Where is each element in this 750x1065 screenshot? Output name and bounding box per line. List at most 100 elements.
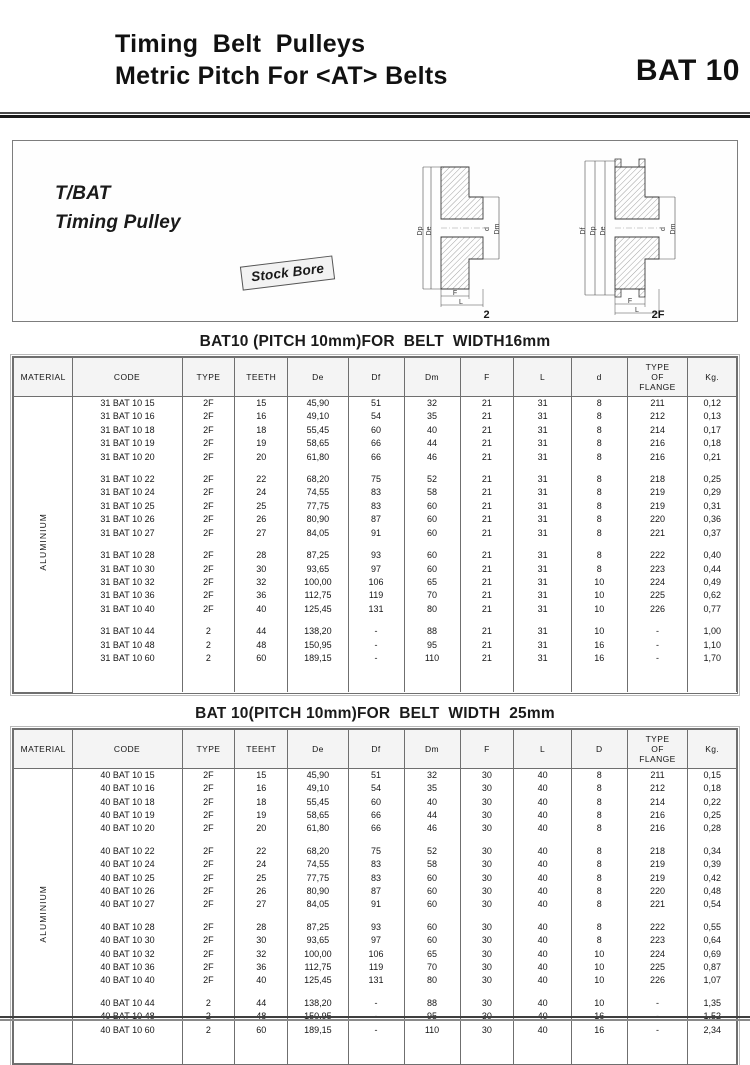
cell-df: 66 xyxy=(347,822,405,836)
spacer-cell xyxy=(234,987,289,997)
cell-l: 40 xyxy=(513,871,572,885)
spacer-cell xyxy=(234,835,289,845)
cell-f: 30 xyxy=(459,961,515,975)
spacer-cell xyxy=(347,464,405,474)
cell-type: 2F xyxy=(181,602,236,617)
cell-d: 10 xyxy=(570,961,628,975)
cell-dm: 52 xyxy=(403,844,461,859)
cell-l: 31 xyxy=(513,423,572,438)
cell-de: 138,20 xyxy=(287,625,349,639)
cell-de: 189,15 xyxy=(287,651,349,666)
cell-type: 2F xyxy=(181,934,236,948)
cell-df: - xyxy=(347,1023,405,1038)
cell-teeth: 28 xyxy=(234,549,289,563)
cell-type: 2F xyxy=(181,396,236,411)
spec-table-16mm: MATERIAL CODE TYPE TEETH De Df Dm F L d … xyxy=(12,356,737,693)
cell-de: 74,55 xyxy=(287,486,349,500)
cell-type-of-flange: 211 xyxy=(626,768,689,783)
cell-code: 31 BAT 10 27 xyxy=(72,526,183,541)
cell-type: 2F xyxy=(181,513,236,527)
cell-l: 31 xyxy=(513,410,572,424)
table-row: 31 BAT 10 40 2F 40 125,45 131 80 21 31 10 226 0,77 xyxy=(14,602,737,617)
page-title: Timing Belt Pulleys Metric Pitch For <AT… xyxy=(115,28,448,92)
cell-dm: 40 xyxy=(403,795,461,809)
spacer-cell xyxy=(459,911,515,921)
col-f: F xyxy=(459,728,515,769)
pad-cell xyxy=(570,665,628,679)
pad-cell xyxy=(513,1050,572,1064)
cell-de: 112,75 xyxy=(287,961,349,975)
cell-teeth: 20 xyxy=(234,450,289,465)
cell-de: 77,75 xyxy=(287,499,349,514)
cell-type-of-flange: - xyxy=(626,625,689,639)
cell-l: 40 xyxy=(513,808,572,823)
table-2-header-row: MATERIAL CODE TYPE TEEHT De Df Dm F L D … xyxy=(12,728,737,769)
cell-f: 30 xyxy=(459,768,515,783)
cell-df: 106 xyxy=(347,947,405,961)
spacer-cell xyxy=(403,835,461,845)
cell-df: 66 xyxy=(347,808,405,823)
cell-dm: 60 xyxy=(403,549,461,563)
cell-kg: 0,31 xyxy=(687,499,737,514)
spacer-cell xyxy=(234,911,289,921)
cell-type: 2F xyxy=(181,423,236,438)
table-row: 31 BAT 10 48 2 48 150,95-95 21 31 16-1,10 xyxy=(14,638,737,652)
cell-d: 10 xyxy=(570,575,628,590)
spacer-cell xyxy=(403,911,461,921)
table-2-wrapper: MATERIAL CODE TYPE TEEHT De Df Dm F L D … xyxy=(10,725,740,1065)
cell-dm: 46 xyxy=(403,450,461,465)
spacer-cell xyxy=(72,464,183,474)
cell-kg: 0,40 xyxy=(687,549,737,563)
product-diagram-panel: T/BAT Timing Pulley Stock Bore Dp xyxy=(12,140,738,322)
col-type-of-flange: TYPE OF FLANGE xyxy=(626,356,689,398)
spacer-cell xyxy=(459,464,515,474)
cell-kg: 1,70 xyxy=(687,651,737,666)
cell-dm: 44 xyxy=(403,437,461,451)
cell-dm: 60 xyxy=(403,920,461,935)
cell-f: 30 xyxy=(459,795,515,809)
cell-kg: 0,36 xyxy=(687,513,737,527)
cell-d: 8 xyxy=(570,822,628,836)
cell-dm: 52 xyxy=(403,473,461,487)
cell-teeth: 26 xyxy=(234,513,289,527)
spacer-cell xyxy=(513,540,572,550)
cell-kg: 0,39 xyxy=(687,858,737,872)
col-teeth: TEEHT xyxy=(234,728,289,769)
cell-dm: 58 xyxy=(403,858,461,872)
col-f: F xyxy=(459,356,515,398)
cell-type: 2F xyxy=(181,822,236,836)
table-row: 40 BAT 10 16 2F 16 49,10 54 35 30 40 8 212 0,18 xyxy=(14,782,737,796)
cell-type-of-flange: 225 xyxy=(626,589,689,603)
cell-type: 2F xyxy=(181,526,236,541)
pad-cell xyxy=(403,1050,461,1064)
cell-d: 16 xyxy=(570,638,628,652)
cell-dm: 88 xyxy=(403,996,461,1011)
cell-de: 84,05 xyxy=(287,526,349,541)
cell-l: 31 xyxy=(513,526,572,541)
spacer-cell xyxy=(459,540,515,550)
table-row: 31 BAT 10 16 2F 16 49,10 54 35 21 31 8 212 0,13 xyxy=(14,410,737,424)
cell-de: 58,65 xyxy=(287,437,349,451)
cell-l: 31 xyxy=(513,562,572,576)
cell-de: 125,45 xyxy=(287,974,349,988)
cell-type: 2F xyxy=(181,795,236,809)
cell-code: 40 BAT 10 16 xyxy=(72,782,183,796)
col-d: d xyxy=(570,356,628,398)
cell-kg: 0,55 xyxy=(687,920,737,935)
cell-df: 83 xyxy=(347,486,405,500)
cell-d: 8 xyxy=(570,782,628,796)
table-row: 40 BAT 10 24 2F 24 74,55 83 58 30 40 8 219 0,39 xyxy=(14,858,737,872)
spacer-cell xyxy=(459,835,515,845)
cell-kg: 0,28 xyxy=(687,822,737,836)
cell-df: 119 xyxy=(347,589,405,603)
table-1-wrapper: MATERIAL CODE TYPE TEETH De Df Dm F L d … xyxy=(10,354,740,696)
cell-df: 97 xyxy=(347,562,405,576)
cell-dm: 40 xyxy=(403,423,461,438)
cell-kg: 0,34 xyxy=(687,844,737,859)
spacer-cell xyxy=(687,835,737,845)
cell-l: 31 xyxy=(513,473,572,487)
spacer-cell xyxy=(626,616,689,626)
pad-cell xyxy=(687,1037,737,1051)
cell-code: 40 BAT 10 36 xyxy=(72,961,183,975)
cell-type-of-flange: - xyxy=(626,638,689,652)
